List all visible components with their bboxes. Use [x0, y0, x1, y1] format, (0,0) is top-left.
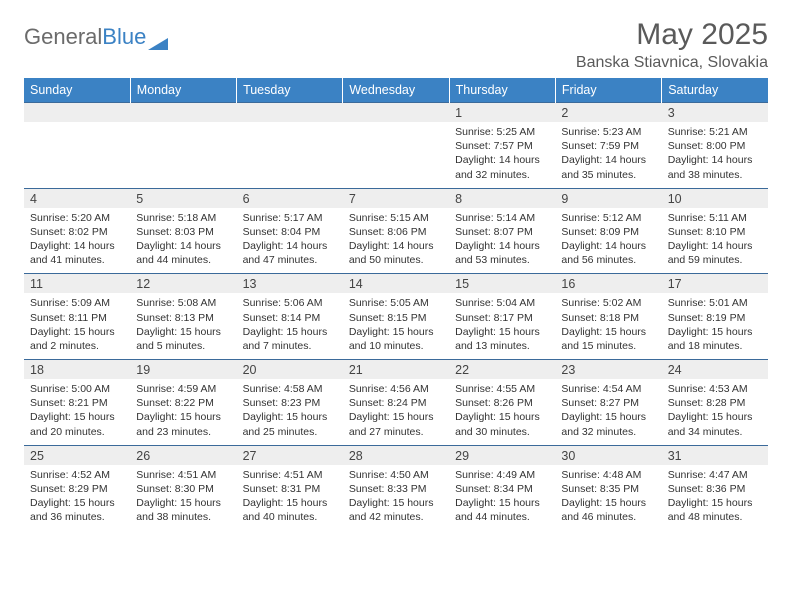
day-detail-cell: Sunrise: 4:58 AM Sunset: 8:23 PM Dayligh…: [237, 379, 343, 445]
day-number-row: 25262728293031: [24, 445, 768, 465]
day-detail-cell: Sunrise: 5:20 AM Sunset: 8:02 PM Dayligh…: [24, 208, 130, 274]
day-number-cell: [343, 103, 449, 123]
weekday-header: Friday: [555, 78, 661, 103]
day-number-cell: 25: [24, 445, 130, 465]
day-detail-cell: [237, 122, 343, 188]
day-detail-cell: Sunrise: 4:49 AM Sunset: 8:34 PM Dayligh…: [449, 465, 555, 531]
day-number-cell: 4: [24, 188, 130, 208]
day-number-cell: 2: [555, 103, 661, 123]
day-number-cell: 1: [449, 103, 555, 123]
day-number-cell: 20: [237, 360, 343, 380]
day-detail-cell: Sunrise: 5:01 AM Sunset: 8:19 PM Dayligh…: [662, 293, 768, 359]
day-number-cell: 14: [343, 274, 449, 294]
weekday-header: Thursday: [449, 78, 555, 103]
day-number-cell: 18: [24, 360, 130, 380]
day-detail-cell: [130, 122, 236, 188]
day-detail-cell: Sunrise: 5:17 AM Sunset: 8:04 PM Dayligh…: [237, 208, 343, 274]
day-detail-cell: Sunrise: 4:51 AM Sunset: 8:30 PM Dayligh…: [130, 465, 236, 531]
day-number-cell: [130, 103, 236, 123]
day-number-cell: 31: [662, 445, 768, 465]
day-detail-cell: Sunrise: 5:08 AM Sunset: 8:13 PM Dayligh…: [130, 293, 236, 359]
day-number-cell: 8: [449, 188, 555, 208]
day-number-cell: 17: [662, 274, 768, 294]
day-detail-cell: Sunrise: 5:05 AM Sunset: 8:15 PM Dayligh…: [343, 293, 449, 359]
day-number-cell: 21: [343, 360, 449, 380]
day-detail-row: Sunrise: 5:25 AM Sunset: 7:57 PM Dayligh…: [24, 122, 768, 188]
day-detail-cell: Sunrise: 4:55 AM Sunset: 8:26 PM Dayligh…: [449, 379, 555, 445]
calendar-table: Sunday Monday Tuesday Wednesday Thursday…: [24, 78, 768, 530]
day-detail-cell: Sunrise: 4:54 AM Sunset: 8:27 PM Dayligh…: [555, 379, 661, 445]
day-number-cell: 10: [662, 188, 768, 208]
day-detail-cell: Sunrise: 4:51 AM Sunset: 8:31 PM Dayligh…: [237, 465, 343, 531]
day-detail-cell: Sunrise: 5:15 AM Sunset: 8:06 PM Dayligh…: [343, 208, 449, 274]
day-detail-cell: Sunrise: 5:23 AM Sunset: 7:59 PM Dayligh…: [555, 122, 661, 188]
day-number-cell: [237, 103, 343, 123]
day-number-row: 18192021222324: [24, 360, 768, 380]
calendar-page: GeneralBlue May 2025 Banska Stiavnica, S…: [0, 0, 792, 540]
brand-logo: GeneralBlue: [24, 18, 168, 50]
day-detail-cell: Sunrise: 4:52 AM Sunset: 8:29 PM Dayligh…: [24, 465, 130, 531]
day-number-row: 123: [24, 103, 768, 123]
day-detail-cell: Sunrise: 5:02 AM Sunset: 8:18 PM Dayligh…: [555, 293, 661, 359]
weekday-header: Monday: [130, 78, 236, 103]
day-number-cell: 29: [449, 445, 555, 465]
weekday-header: Wednesday: [343, 78, 449, 103]
weekday-header: Saturday: [662, 78, 768, 103]
weekday-header: Sunday: [24, 78, 130, 103]
day-number-cell: 19: [130, 360, 236, 380]
day-number-cell: 15: [449, 274, 555, 294]
day-number-cell: 23: [555, 360, 661, 380]
day-detail-cell: Sunrise: 5:09 AM Sunset: 8:11 PM Dayligh…: [24, 293, 130, 359]
weekday-header-row: Sunday Monday Tuesday Wednesday Thursday…: [24, 78, 768, 103]
day-detail-row: Sunrise: 4:52 AM Sunset: 8:29 PM Dayligh…: [24, 465, 768, 531]
day-detail-cell: Sunrise: 4:47 AM Sunset: 8:36 PM Dayligh…: [662, 465, 768, 531]
day-number-cell: 30: [555, 445, 661, 465]
title-block: May 2025 Banska Stiavnica, Slovakia: [576, 18, 768, 72]
day-number-cell: [24, 103, 130, 123]
day-detail-cell: Sunrise: 5:11 AM Sunset: 8:10 PM Dayligh…: [662, 208, 768, 274]
day-number-cell: 7: [343, 188, 449, 208]
day-detail-cell: Sunrise: 4:56 AM Sunset: 8:24 PM Dayligh…: [343, 379, 449, 445]
day-number-cell: 27: [237, 445, 343, 465]
day-detail-cell: Sunrise: 4:53 AM Sunset: 8:28 PM Dayligh…: [662, 379, 768, 445]
day-detail-cell: Sunrise: 4:59 AM Sunset: 8:22 PM Dayligh…: [130, 379, 236, 445]
page-subtitle: Banska Stiavnica, Slovakia: [576, 54, 768, 72]
day-number-cell: 11: [24, 274, 130, 294]
day-detail-row: Sunrise: 5:00 AM Sunset: 8:21 PM Dayligh…: [24, 379, 768, 445]
page-title: May 2025: [576, 18, 768, 52]
day-detail-cell: Sunrise: 5:18 AM Sunset: 8:03 PM Dayligh…: [130, 208, 236, 274]
day-number-cell: 6: [237, 188, 343, 208]
day-detail-cell: Sunrise: 4:50 AM Sunset: 8:33 PM Dayligh…: [343, 465, 449, 531]
day-number-cell: 24: [662, 360, 768, 380]
day-detail-cell: Sunrise: 5:14 AM Sunset: 8:07 PM Dayligh…: [449, 208, 555, 274]
day-detail-cell: Sunrise: 4:48 AM Sunset: 8:35 PM Dayligh…: [555, 465, 661, 531]
day-number-row: 11121314151617: [24, 274, 768, 294]
day-detail-cell: Sunrise: 5:25 AM Sunset: 7:57 PM Dayligh…: [449, 122, 555, 188]
day-number-cell: 13: [237, 274, 343, 294]
day-number-cell: 26: [130, 445, 236, 465]
day-number-cell: 5: [130, 188, 236, 208]
day-detail-cell: Sunrise: 5:06 AM Sunset: 8:14 PM Dayligh…: [237, 293, 343, 359]
day-number-cell: 22: [449, 360, 555, 380]
day-detail-cell: Sunrise: 5:00 AM Sunset: 8:21 PM Dayligh…: [24, 379, 130, 445]
header: GeneralBlue May 2025 Banska Stiavnica, S…: [24, 18, 768, 72]
weekday-header: Tuesday: [237, 78, 343, 103]
day-number-cell: 28: [343, 445, 449, 465]
logo-triangle-icon: [148, 30, 168, 44]
brand-part2: Blue: [102, 24, 146, 50]
day-number-cell: 16: [555, 274, 661, 294]
day-detail-cell: Sunrise: 5:12 AM Sunset: 8:09 PM Dayligh…: [555, 208, 661, 274]
day-number-cell: 12: [130, 274, 236, 294]
day-detail-row: Sunrise: 5:20 AM Sunset: 8:02 PM Dayligh…: [24, 208, 768, 274]
day-detail-cell: [343, 122, 449, 188]
day-detail-row: Sunrise: 5:09 AM Sunset: 8:11 PM Dayligh…: [24, 293, 768, 359]
day-number-cell: 3: [662, 103, 768, 123]
day-detail-cell: Sunrise: 5:21 AM Sunset: 8:00 PM Dayligh…: [662, 122, 768, 188]
day-detail-cell: [24, 122, 130, 188]
brand-part1: General: [24, 24, 102, 50]
day-number-cell: 9: [555, 188, 661, 208]
calendar-body: 123Sunrise: 5:25 AM Sunset: 7:57 PM Dayl…: [24, 103, 768, 531]
day-detail-cell: Sunrise: 5:04 AM Sunset: 8:17 PM Dayligh…: [449, 293, 555, 359]
day-number-row: 45678910: [24, 188, 768, 208]
